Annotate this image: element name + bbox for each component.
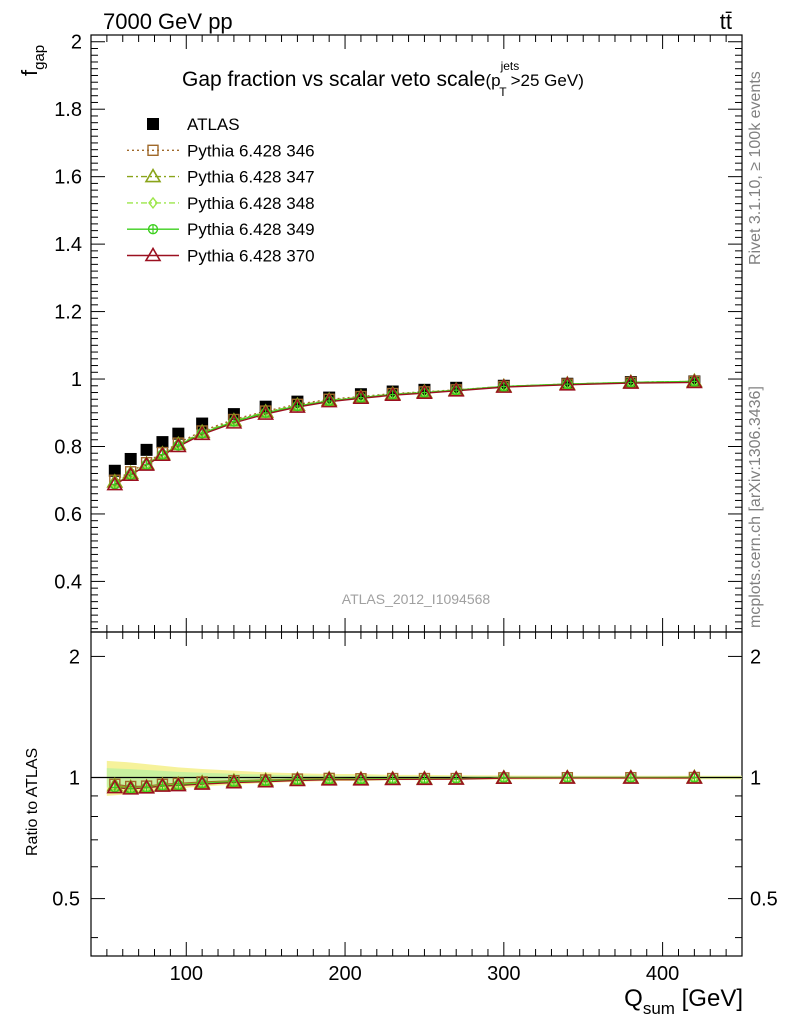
ratio-y-tick-label: 2	[69, 646, 80, 668]
ratio-series-4-point	[289, 771, 306, 787]
main-series-5-point	[138, 456, 155, 471]
source-label: mcplots.cern.ch [arXiv:1306.3436]	[747, 386, 764, 628]
ratio-series-4-point	[225, 774, 243, 789]
legend-label-0: ATLAS	[187, 115, 240, 134]
legend-label-5: Pythia 6.428 370	[187, 247, 315, 266]
main-y-tick-label: 1.6	[54, 167, 82, 189]
process-label: tt̄	[720, 9, 732, 34]
main-y-tick-label: 1.8	[54, 99, 82, 121]
ratio-series-4-point	[622, 769, 640, 784]
main-series-5-point	[622, 374, 640, 389]
chart-title-sup: jets	[500, 59, 520, 73]
main-series-5-point	[154, 446, 171, 462]
x-tick-label: 100	[170, 963, 203, 985]
chart-title-sub: T	[499, 85, 507, 99]
rivet-label: Rivet 3.1.10, ≥ 100k events	[747, 71, 764, 265]
main-series-0-point	[124, 452, 137, 465]
ratio-series-4-point	[154, 777, 171, 792]
ratio-plot-area: 100 200 300 400 0.5 0.5 1 1 2 2	[52, 632, 778, 985]
chart-title-tail: >25 GeV)	[511, 71, 584, 90]
main-series-5-point	[193, 425, 211, 441]
ratio-series-4-point	[352, 771, 370, 786]
legend-marker-5	[144, 246, 162, 262]
main-series-5-point	[289, 398, 306, 413]
main-y-tick-label: 0.8	[54, 436, 82, 458]
legend-label-4: Pythia 6.428 349	[187, 220, 315, 239]
chart-title-main: Gap fraction vs scalar veto scale	[182, 68, 485, 91]
legend: ATLAS Pythia 6.428 346 Pythia 6.428 347 Pyt…	[127, 115, 315, 266]
x-tick-label: 300	[487, 963, 520, 985]
main-series-5-point	[257, 405, 275, 420]
ratio-y-tick-label-right: 2	[750, 646, 761, 668]
legend-label-2: Pythia 6.428 347	[187, 168, 315, 187]
ratio-series-4-point	[122, 780, 140, 795]
main-y-axis-title-main: f	[17, 69, 42, 76]
ratio-series-4-point	[257, 773, 275, 788]
main-series-0-point	[108, 464, 121, 477]
ratio-y-tick-label: 1	[69, 768, 80, 790]
svg-text:fgap: fgap	[17, 45, 48, 76]
ratio-series-4-point	[384, 770, 402, 786]
legend-marker-0	[147, 118, 159, 130]
ratio-y-tick-label: 0.5	[52, 889, 80, 911]
ratio-series-4-point	[685, 769, 703, 784]
chart-title-paren: (p	[485, 71, 500, 90]
main-y-tick-label: 2	[71, 32, 82, 54]
main-series-0-point	[172, 427, 185, 440]
chart-title: Gap fraction vs scalar veto scale(pjets T…	[182, 59, 584, 99]
ratio-series-4-point	[447, 770, 465, 785]
ratio-plot-frame	[90, 631, 743, 957]
main-y-axis-title-sub: gap	[31, 45, 48, 70]
main-series-5-point	[685, 373, 703, 389]
main-series-5-point	[447, 382, 465, 397]
ratio-series-4-point	[558, 769, 576, 784]
x-tick-label: 200	[328, 963, 361, 985]
x-axis-title-sub: sum	[643, 999, 675, 1018]
ratio-series-4-point	[495, 769, 513, 785]
main-series-5-point	[122, 466, 140, 481]
main-series-5-point	[320, 393, 338, 408]
main-series-5-point	[106, 476, 124, 491]
legend-marker-3	[148, 196, 158, 210]
x-axis-title-main: Q	[624, 985, 643, 1012]
ratio-y-tick-label-right: 1	[750, 768, 761, 790]
ratio-series-4-point	[138, 779, 155, 794]
legend-marker-4	[147, 223, 159, 235]
legend-marker-2	[144, 168, 162, 183]
main-series-5-point	[416, 384, 433, 400]
main-series-5-point	[352, 389, 370, 405]
main-y-tick-label: 1.4	[54, 234, 82, 256]
main-y-tick-label: 0.6	[54, 504, 82, 526]
energy-label: 7000 GeV pp	[103, 9, 233, 34]
legend-label-1: Pythia 6.428 346	[187, 141, 315, 160]
main-y-axis-title: fgap	[17, 45, 48, 76]
main-series-5-point	[169, 437, 187, 453]
legend-marker-1	[147, 144, 159, 157]
ratio-series-4-point	[193, 775, 211, 790]
main-series-5-point	[384, 386, 402, 402]
main-plot-area: 0.4 0.6 0.8 1 1.2 1.4 1.6 1.8 2	[54, 32, 742, 632]
legend-label-3: Pythia 6.428 348	[187, 194, 315, 213]
main-y-tick-label: 1.2	[54, 302, 82, 324]
main-series-0-point	[156, 436, 169, 449]
x-axis-title: Qsum [GeV]	[624, 985, 743, 1018]
main-series-5-point	[495, 378, 513, 393]
ratio-series-4-point	[320, 771, 338, 786]
main-series-5-point	[558, 376, 576, 391]
x-axis-title-tail: [GeV]	[675, 985, 743, 1012]
ratio-series-4-point	[106, 778, 124, 794]
ratio-y-axis-title: Ratio to ATLAS	[24, 748, 41, 856]
main-series-5-point	[225, 414, 243, 429]
ratio-series-4-point	[169, 776, 187, 792]
ratio-y-tick-label-right: 0.5	[750, 889, 778, 911]
analysis-watermark: ATLAS_2012_I1094568	[342, 591, 491, 607]
main-y-tick-label: 0.4	[54, 571, 82, 593]
main-series-0-point	[140, 443, 153, 456]
main-y-tick-label: 1	[71, 369, 82, 391]
x-tick-label: 400	[646, 963, 679, 985]
ratio-series-4-point	[416, 770, 433, 786]
